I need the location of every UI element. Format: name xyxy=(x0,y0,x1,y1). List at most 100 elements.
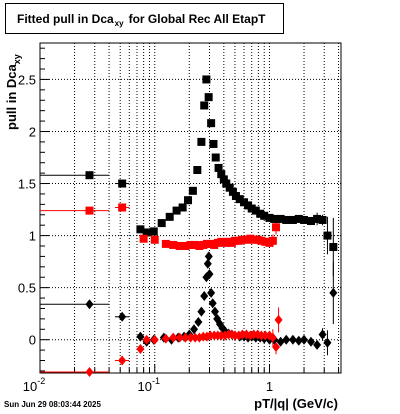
square-marker xyxy=(85,171,94,180)
diamond-marker xyxy=(323,337,332,348)
square-marker xyxy=(184,196,193,205)
square-marker xyxy=(161,239,170,248)
square-marker xyxy=(191,240,200,249)
square-marker xyxy=(260,211,269,220)
diamond-marker xyxy=(204,251,213,262)
ylabel-subscript: xy xyxy=(12,54,22,65)
diamond-marker xyxy=(238,329,247,340)
square-marker xyxy=(313,214,322,223)
square-marker xyxy=(204,93,213,102)
date-stamp: Sun Jun 29 08:03:44 2025 xyxy=(4,400,101,409)
y-tick-label: 1 xyxy=(29,229,36,244)
markers xyxy=(85,75,338,377)
square-marker xyxy=(202,75,211,84)
diamond-marker xyxy=(169,332,178,343)
square-marker xyxy=(186,240,195,249)
square-marker xyxy=(200,101,209,110)
square-marker xyxy=(178,203,187,212)
diamond-marker xyxy=(136,344,145,355)
diamond-marker xyxy=(175,332,184,343)
square-marker xyxy=(276,214,285,223)
diamond-marker xyxy=(190,324,199,335)
square-marker xyxy=(268,236,277,245)
square-marker xyxy=(300,215,309,224)
x-tick-label: 10-2 xyxy=(23,376,45,394)
diamond-marker xyxy=(136,331,145,342)
square-marker xyxy=(318,215,327,224)
square-marker xyxy=(209,139,218,148)
plot-frame xyxy=(39,42,342,374)
diamond-marker xyxy=(208,298,217,309)
square-marker xyxy=(193,166,202,175)
square-marker xyxy=(169,240,178,249)
error-bars xyxy=(40,174,334,373)
square-marker xyxy=(270,214,279,223)
diamond-marker xyxy=(118,311,127,322)
x-axis-label: pT/|q| (GeV/c) xyxy=(254,396,338,411)
y-tick-label: 0.5 xyxy=(18,281,36,296)
diamond-marker xyxy=(118,355,127,366)
square-marker xyxy=(175,241,184,250)
diamond-marker xyxy=(194,316,203,327)
square-marker xyxy=(323,231,332,240)
grid xyxy=(40,43,341,373)
diamond-marker xyxy=(191,332,200,343)
square-marker xyxy=(222,179,231,188)
title-subscript: xy xyxy=(114,19,124,28)
square-marker xyxy=(118,203,127,212)
square-marker xyxy=(219,175,228,184)
diamond-marker xyxy=(85,299,94,310)
square-marker xyxy=(217,170,226,179)
square-marker xyxy=(288,215,297,224)
diamond-marker xyxy=(318,329,327,340)
square-marker xyxy=(235,195,244,204)
diamond-marker xyxy=(181,332,190,343)
square-marker xyxy=(136,225,145,234)
square-marker xyxy=(85,206,94,215)
diamond-marker xyxy=(186,332,195,343)
diamond-marker xyxy=(261,330,270,341)
diamond-marker xyxy=(282,334,291,345)
diamond-marker xyxy=(306,336,315,347)
diamond-marker xyxy=(272,341,281,352)
square-marker xyxy=(238,235,247,244)
square-marker xyxy=(142,228,151,237)
chart-title: Fitted pull in Dca xy for Global Rec All… xyxy=(5,3,284,34)
square-marker xyxy=(211,153,220,162)
title-tail: for Global Rec All EtapT xyxy=(128,11,266,26)
square-marker xyxy=(207,119,216,128)
square-marker xyxy=(228,187,237,196)
diamond-marker xyxy=(142,334,151,345)
x-tick-label: 10-1 xyxy=(138,376,160,394)
square-marker xyxy=(157,219,166,228)
square-marker xyxy=(149,227,158,236)
square-marker xyxy=(181,241,190,250)
square-marker xyxy=(188,186,197,195)
square-marker xyxy=(214,163,223,172)
square-marker xyxy=(256,209,265,218)
y-tick-label: 0 xyxy=(29,333,36,348)
square-marker xyxy=(150,235,159,244)
diamond-marker xyxy=(288,334,297,345)
diamond-marker xyxy=(300,334,309,345)
square-marker xyxy=(251,206,260,215)
square-marker xyxy=(282,215,291,224)
x-tick-label: 1 xyxy=(266,379,273,394)
square-marker xyxy=(272,223,281,232)
diamond-marker xyxy=(329,287,338,298)
square-marker xyxy=(294,214,303,223)
square-marker xyxy=(165,212,174,221)
diamond-marker xyxy=(294,335,303,346)
square-marker xyxy=(306,217,315,226)
square-marker xyxy=(197,137,206,146)
square-marker xyxy=(261,237,270,246)
diamond-marker xyxy=(268,332,277,343)
square-marker xyxy=(247,204,256,213)
square-marker xyxy=(172,206,181,215)
y-tick-label: 2.5 xyxy=(18,72,36,87)
square-marker xyxy=(329,243,338,252)
square-marker xyxy=(139,234,148,243)
diamond-marker xyxy=(210,306,219,317)
y-tick-label: 2 xyxy=(29,124,36,139)
